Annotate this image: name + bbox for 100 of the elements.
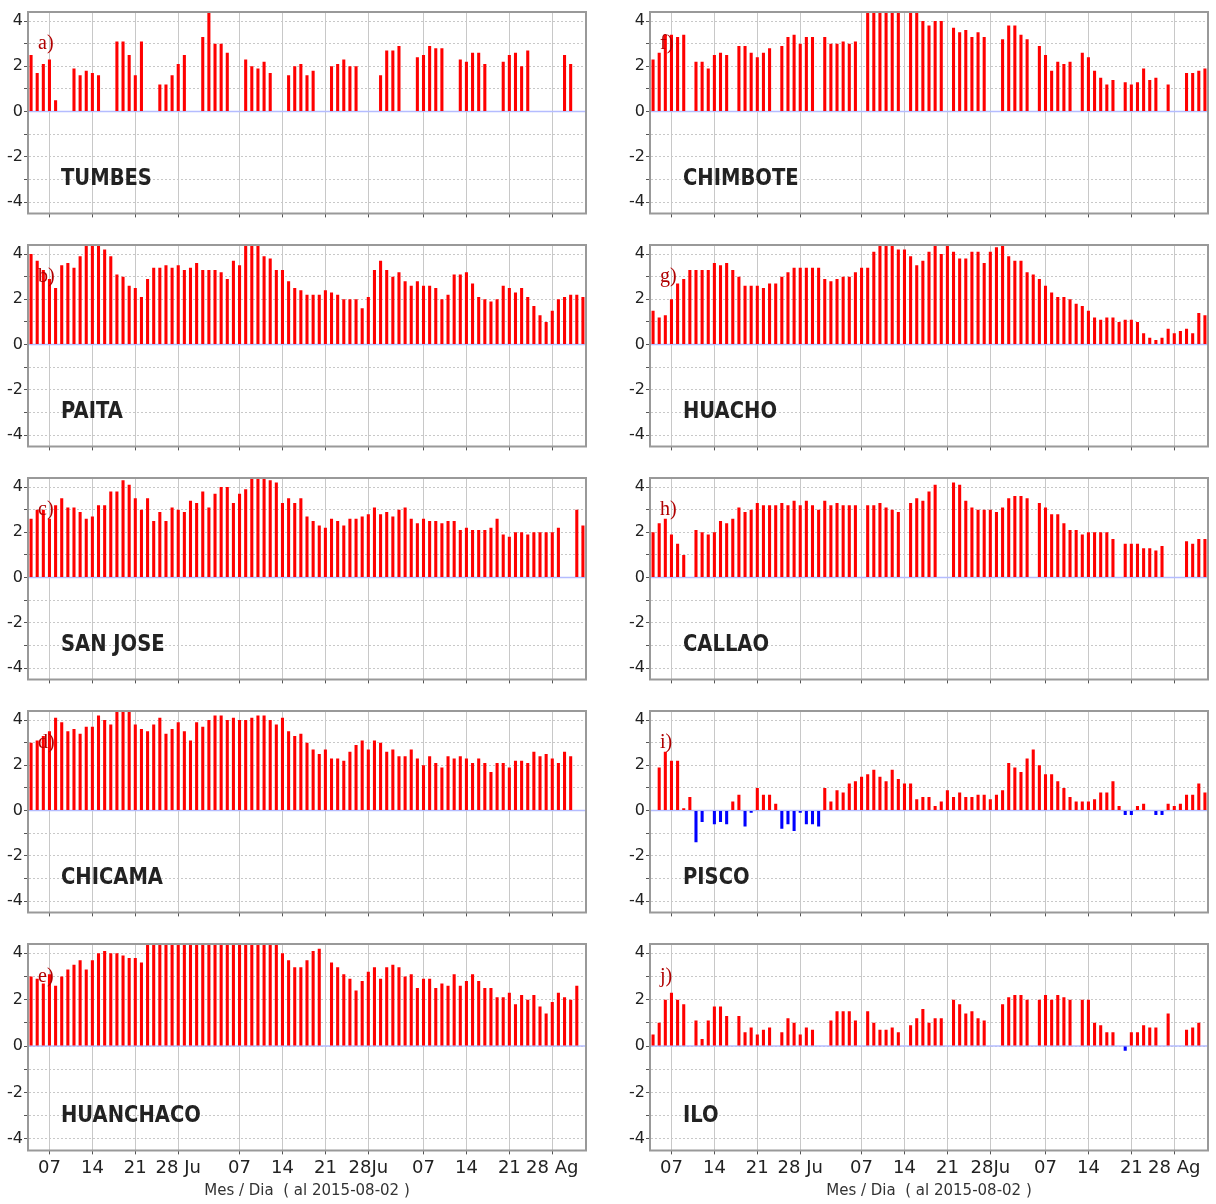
bar xyxy=(90,245,94,345)
bar xyxy=(988,799,992,811)
bar xyxy=(676,36,680,112)
bar xyxy=(964,500,968,578)
bar xyxy=(669,992,673,1046)
bar xyxy=(354,299,358,345)
bar xyxy=(976,509,980,578)
bar xyxy=(170,944,174,1046)
bar xyxy=(96,715,101,811)
x-axis-title: Mes / Dia ( al 2015-08-02 ) xyxy=(204,1180,410,1199)
annotation: HUANCHACO xyxy=(61,1100,201,1127)
annotation: TUMBES xyxy=(61,163,152,191)
bar xyxy=(440,523,444,578)
bar xyxy=(847,505,851,578)
bar xyxy=(250,245,254,345)
annotation: PAITA xyxy=(61,396,124,424)
bar xyxy=(109,491,113,578)
bar xyxy=(939,21,943,112)
bar xyxy=(688,269,692,345)
bar xyxy=(354,744,358,811)
bar xyxy=(768,794,772,811)
bar xyxy=(323,527,327,578)
bar xyxy=(323,290,327,345)
bar xyxy=(109,724,113,811)
bar xyxy=(342,974,346,1046)
bar xyxy=(385,751,389,811)
bar xyxy=(121,41,125,112)
bar xyxy=(354,518,358,578)
bar xyxy=(792,34,796,112)
bar xyxy=(170,507,174,578)
bar xyxy=(1148,79,1152,112)
bar xyxy=(1013,767,1017,811)
bar xyxy=(348,299,352,345)
bar xyxy=(743,511,747,578)
bar xyxy=(1135,1032,1140,1046)
bar xyxy=(182,511,186,578)
bar xyxy=(188,944,193,1046)
bar xyxy=(1123,811,1127,816)
bar xyxy=(330,962,334,1046)
bar xyxy=(483,763,487,811)
x-tick-label: 07 xyxy=(38,1155,61,1177)
bar xyxy=(737,794,741,811)
bar xyxy=(976,794,980,811)
annotation: HUACHO xyxy=(683,396,778,424)
bar xyxy=(872,12,876,112)
y-tick-label: 4 xyxy=(634,709,645,729)
bar xyxy=(810,36,815,112)
y-tick-label: 2 xyxy=(12,521,23,541)
bar xyxy=(1185,1029,1189,1046)
x-tick-label: 14 xyxy=(1076,1155,1100,1177)
bar xyxy=(90,726,94,811)
bar xyxy=(786,36,790,112)
bar xyxy=(1166,803,1170,811)
bar xyxy=(1093,70,1097,112)
bar xyxy=(1019,260,1023,345)
bar xyxy=(1086,57,1090,112)
bar xyxy=(532,751,536,811)
bar xyxy=(988,509,992,578)
bar xyxy=(330,518,334,578)
bar xyxy=(712,811,716,825)
bar xyxy=(139,509,143,578)
bar xyxy=(909,256,913,345)
bar xyxy=(804,267,808,345)
bar xyxy=(563,997,567,1046)
bar xyxy=(483,299,487,345)
x-axis-title: Mes / Dia ( al 2015-08-02 ) xyxy=(826,1180,1032,1199)
bar xyxy=(256,715,260,811)
bar xyxy=(78,511,82,578)
bar xyxy=(1019,34,1023,112)
bar xyxy=(927,25,931,112)
bar xyxy=(434,988,438,1046)
bar xyxy=(575,509,579,578)
bar xyxy=(1099,532,1103,578)
bar xyxy=(982,36,986,112)
bar xyxy=(1111,539,1115,578)
bar xyxy=(939,1018,943,1046)
bar xyxy=(676,543,680,578)
bar xyxy=(1203,68,1207,112)
bar xyxy=(878,245,882,345)
bar xyxy=(483,988,487,1046)
bar xyxy=(676,283,680,345)
bar xyxy=(933,21,937,112)
bar xyxy=(682,34,686,112)
bar xyxy=(1166,328,1170,345)
bar xyxy=(96,245,101,345)
bar xyxy=(669,760,673,811)
bar xyxy=(60,498,64,578)
bar xyxy=(72,507,76,578)
bar xyxy=(915,1018,919,1046)
bar xyxy=(700,1039,704,1046)
bar xyxy=(305,516,309,578)
bar xyxy=(964,1013,968,1046)
bar xyxy=(921,21,925,112)
bar xyxy=(483,64,487,112)
bar xyxy=(569,64,573,112)
bar xyxy=(829,505,833,578)
y-tick-label: 0 xyxy=(634,100,645,120)
bar xyxy=(287,731,291,811)
bar xyxy=(415,281,419,345)
bar xyxy=(250,717,254,811)
